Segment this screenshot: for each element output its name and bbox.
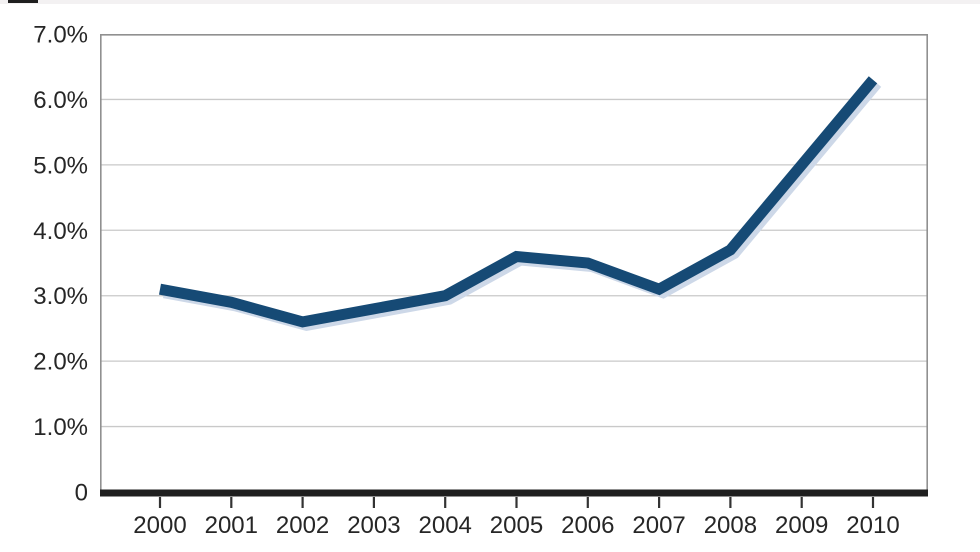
y-tick-label: 0	[75, 480, 88, 507]
x-tick-label: 2010	[846, 512, 899, 539]
x-tick-label: 2003	[347, 512, 400, 539]
x-tick-label: 2005	[490, 512, 543, 539]
y-tick-label: 7.0%	[33, 22, 88, 49]
plot-border	[100, 34, 928, 492]
data-line	[159, 76, 878, 328]
y-tick-label: 6.0%	[33, 87, 88, 114]
x-tick-label: 2009	[775, 512, 828, 539]
x-axis-line	[100, 489, 928, 497]
y-tick-label: 1.0%	[33, 414, 88, 441]
x-tick-label: 2001	[205, 512, 258, 539]
x-tick-label: 2008	[704, 512, 757, 539]
x-tick-label: 2000	[133, 512, 186, 539]
top-crop-band	[0, 0, 980, 4]
y-tick-label: 4.0%	[33, 218, 88, 245]
y-tick-label: 3.0%	[33, 283, 88, 310]
x-tick-label: 2006	[561, 512, 614, 539]
y-tick-label: 2.0%	[33, 349, 88, 376]
x-tick-label: 2004	[419, 512, 472, 539]
x-tick-label: 2007	[632, 512, 685, 539]
y-tick-label: 5.0%	[33, 152, 88, 179]
top-left-rule-fragment	[8, 0, 38, 3]
x-tick-label: 2002	[276, 512, 329, 539]
